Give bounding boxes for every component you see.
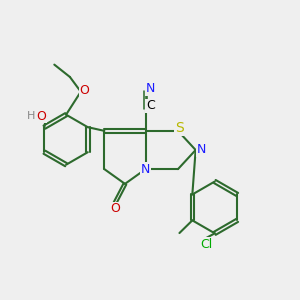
Text: H: H (27, 111, 35, 121)
Text: S: S (175, 121, 184, 135)
Text: N: N (141, 163, 150, 176)
Text: N: N (197, 143, 206, 156)
Text: C: C (146, 99, 155, 112)
Text: Cl: Cl (200, 238, 212, 251)
Text: O: O (80, 84, 89, 97)
Text: N: N (146, 82, 155, 95)
Text: O: O (110, 202, 120, 215)
Text: O: O (37, 110, 46, 123)
